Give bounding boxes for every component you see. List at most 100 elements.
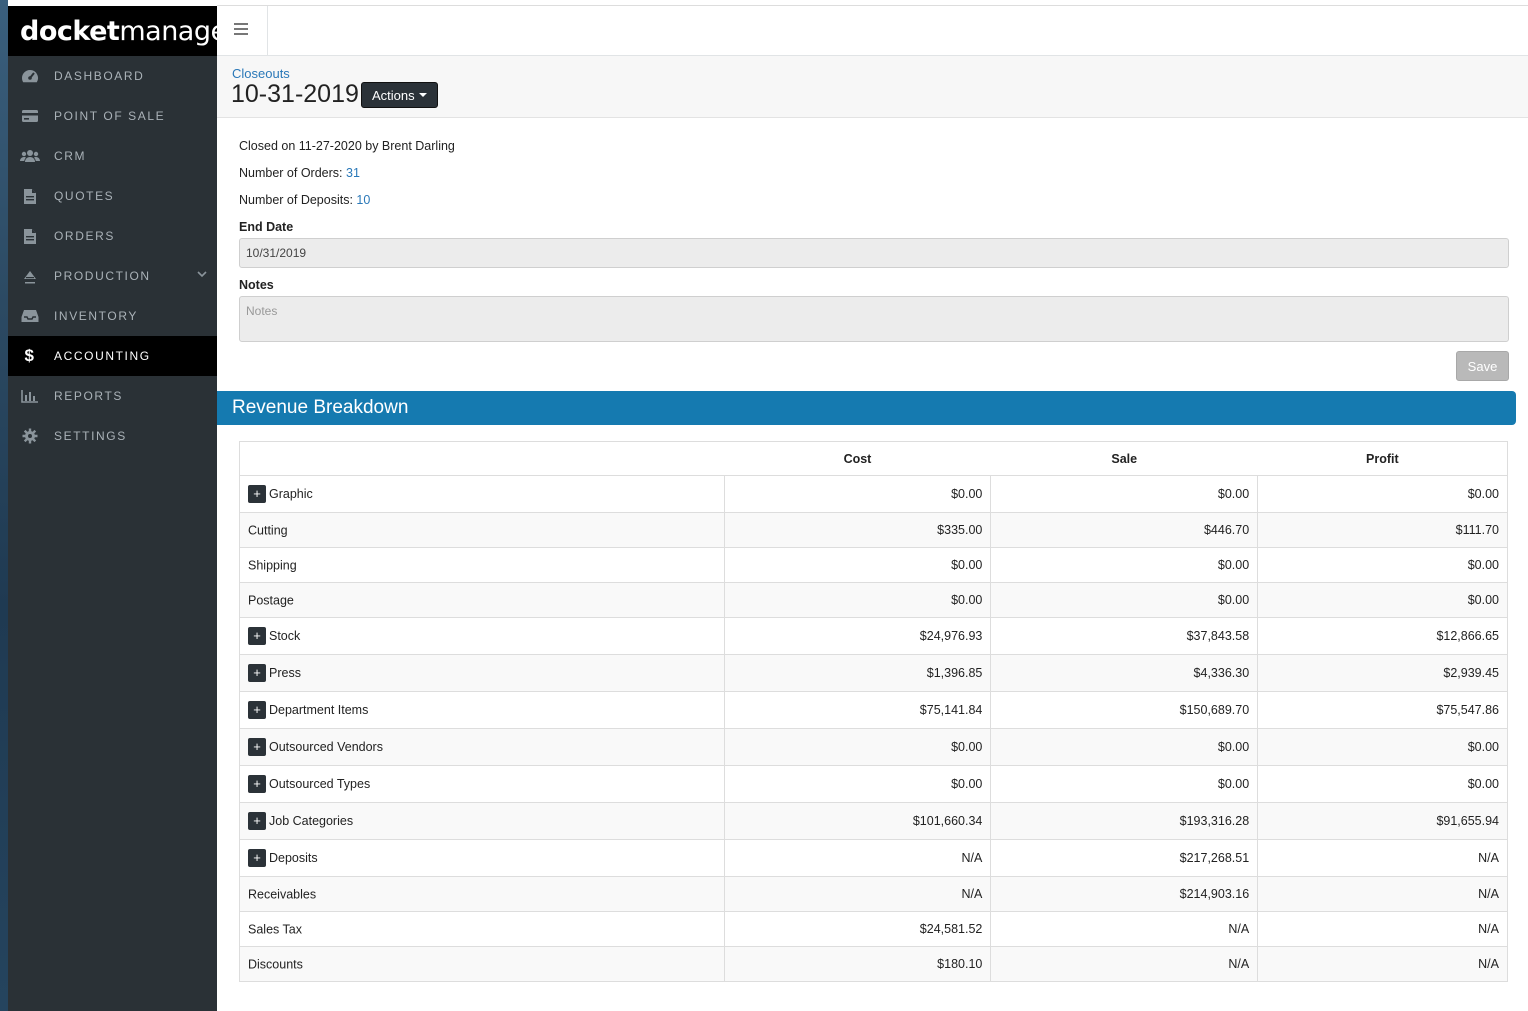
sidebar-item-label: INVENTORY [54, 309, 138, 323]
row-name: Outsourced Vendors [269, 740, 383, 754]
closed-info: Closed on 11-27-2020 by Brent Darling [239, 139, 455, 153]
expand-plus-icon[interactable]: + [248, 775, 266, 793]
row-name-cell[interactable]: + Press [239, 654, 725, 692]
cell-cost: N/A [723, 839, 992, 877]
row-name-cell[interactable]: + Outsourced Vendors [239, 728, 725, 766]
row-name: Graphic [269, 487, 313, 501]
sidebar-item-orders[interactable]: ORDERS [8, 216, 217, 256]
table-row: Discounts $180.10 N/A N/A [239, 946, 1508, 982]
expand-plus-icon[interactable]: + [248, 812, 266, 830]
sidebar-item-reports[interactable]: REPORTS [8, 376, 217, 416]
sidebar-item-label: REPORTS [54, 389, 123, 403]
row-name-cell: Sales Tax [239, 911, 725, 947]
sidebar-item-label: QUOTES [54, 189, 115, 203]
document-icon [20, 187, 40, 205]
sidebar-item-crm[interactable]: CRM [8, 136, 217, 176]
row-name-cell: Cutting [239, 512, 725, 548]
row-name-cell: Receivables [239, 876, 725, 912]
cell-cost: $101,660.34 [723, 802, 992, 840]
table-row: + Stock $24,976.93 $37,843.58 $12,866.65 [239, 617, 1508, 655]
revenue-breakdown-title: Revenue Breakdown [232, 397, 409, 418]
row-name-cell: Shipping [239, 547, 725, 583]
row-name-cell[interactable]: + Outsourced Types [239, 765, 725, 803]
revenue-table: Cost Sale Profit + Graphic $0.00 $0.00 $0.00… [239, 441, 1508, 982]
sidebar-item-label: ORDERS [54, 229, 115, 243]
brand-logo[interactable]: docketmanager [8, 6, 238, 56]
gear-icon [20, 427, 40, 445]
sidebar-nav: DASHBOARD POINT OF SALE CRM QUOTES ORDER… [8, 56, 217, 456]
cell-cost: $1,396.85 [723, 654, 992, 692]
row-name: Shipping [248, 558, 297, 573]
cell-profit: N/A [1257, 876, 1508, 912]
save-button[interactable]: Save [1456, 351, 1509, 381]
row-name: Department Items [269, 703, 369, 717]
cell-profit: $91,655.94 [1257, 802, 1508, 840]
cell-profit: $0.00 [1257, 765, 1508, 803]
orders-count-link[interactable]: 31 [346, 166, 360, 180]
expand-plus-icon[interactable]: + [248, 738, 266, 756]
row-name-cell[interactable]: + Graphic [239, 475, 725, 513]
sidebar-item-inventory[interactable]: INVENTORY [8, 296, 217, 336]
actions-dropdown-button[interactable]: Actions [361, 82, 438, 108]
cell-sale: $214,903.16 [990, 876, 1259, 912]
desktop-background [0, 0, 8, 1011]
revenue-breakdown-header: Revenue Breakdown [217, 391, 1516, 425]
row-name-cell[interactable]: + Deposits [239, 839, 725, 877]
deposits-count-link[interactable]: 10 [356, 193, 371, 207]
cell-profit: N/A [1257, 946, 1508, 982]
sidebar-item-label: POINT OF SALE [54, 109, 166, 123]
notes-label: Notes [239, 278, 274, 292]
cell-profit: $0.00 [1257, 475, 1508, 513]
row-name: Deposits [269, 851, 318, 865]
sidebar-item-dashboard[interactable]: DASHBOARD [8, 56, 217, 96]
cell-sale: N/A [990, 946, 1259, 982]
cell-cost: $0.00 [723, 728, 992, 766]
row-name: Press [269, 666, 301, 680]
table-row: + Graphic $0.00 $0.00 $0.00 [239, 475, 1508, 513]
row-name: Discounts [248, 957, 303, 972]
sidebar-item-settings[interactable]: SETTINGS [8, 416, 217, 456]
row-name: Sales Tax [248, 922, 302, 937]
cell-sale: $0.00 [990, 765, 1259, 803]
row-name: Cutting [248, 523, 288, 538]
row-name-cell[interactable]: + Department Items [239, 691, 725, 729]
expand-plus-icon[interactable]: + [248, 701, 266, 719]
breadcrumb-closeouts[interactable]: Closeouts [232, 66, 290, 81]
hamburger-menu-icon[interactable] [234, 23, 248, 37]
notes-field[interactable]: Notes [239, 296, 1509, 342]
expand-plus-icon[interactable]: + [248, 664, 266, 682]
table-row: Receivables N/A $214,903.16 N/A [239, 876, 1508, 912]
sidebar-item-production[interactable]: PRODUCTION [8, 256, 217, 296]
cell-sale: $0.00 [990, 547, 1259, 583]
expand-plus-icon[interactable]: + [248, 849, 266, 867]
sidebar-item-point-of-sale[interactable]: POINT OF SALE [8, 96, 217, 136]
end-date-field[interactable]: 10/31/2019 [239, 238, 1509, 268]
inbox-icon [20, 307, 40, 325]
row-name: Outsourced Types [269, 777, 371, 791]
cell-profit: $0.00 [1257, 547, 1508, 583]
cell-sale: $0.00 [990, 475, 1259, 513]
cell-profit: N/A [1257, 911, 1508, 947]
expand-plus-icon[interactable]: + [248, 627, 266, 645]
row-name: Stock [269, 629, 301, 643]
sidebar: docketmanager DASHBOARD POINT OF SALE CR… [8, 6, 238, 1011]
row-name-cell: Discounts [239, 946, 725, 982]
expand-plus-icon[interactable]: + [248, 485, 266, 503]
top-bar [217, 6, 1528, 56]
row-name: Postage [248, 593, 294, 608]
chevron-down-icon[interactable] [197, 269, 207, 281]
sidebar-item-accounting[interactable]: $ ACCOUNTING [8, 336, 217, 376]
column-header-profit: Profit [1257, 441, 1508, 476]
caret-down-icon [418, 93, 427, 97]
sidebar-item-label: CRM [54, 149, 87, 163]
deposits-count-label: Number of Deposits: [239, 193, 353, 207]
page-title: 10-31-2019 [231, 80, 359, 108]
row-name-cell[interactable]: + Stock [239, 617, 725, 655]
column-header-sale: Sale [990, 441, 1258, 476]
dashboard-icon [20, 67, 40, 85]
column-header-cost: Cost [724, 441, 991, 476]
cell-cost: $0.00 [723, 547, 992, 583]
cell-sale: $37,843.58 [990, 617, 1259, 655]
sidebar-item-quotes[interactable]: QUOTES [8, 176, 217, 216]
row-name-cell[interactable]: + Job Categories [239, 802, 725, 840]
